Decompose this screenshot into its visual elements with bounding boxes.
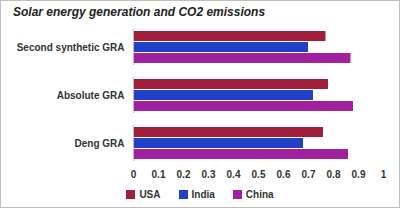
html-text:China: China [245, 188, 274, 200]
svg-text:0.8: 0.8 [327, 169, 341, 180]
svg-text:Second synthetic GRA: Second synthetic GRA [17, 42, 125, 53]
svg-text:0.2: 0.2 [177, 169, 191, 180]
html-text:USA: USA [139, 188, 161, 200]
svg-text:0.3: 0.3 [202, 169, 216, 180]
html-text:Solar energy generation and CO: Solar energy generation and CO2 emission… [13, 5, 266, 19]
svg-text:0.4: 0.4 [227, 169, 241, 180]
svg-text:0.1: 0.1 [152, 169, 166, 180]
svg-text:Absolute GRA: Absolute GRA [57, 90, 125, 101]
svg-text:1: 1 [381, 169, 387, 180]
svg-text:Deng GRA: Deng GRA [75, 138, 125, 149]
html-text:India: India [191, 188, 215, 200]
svg-text:0.9: 0.9 [352, 169, 366, 180]
svg-text:0.6: 0.6 [277, 169, 291, 180]
svg-text:0.7: 0.7 [302, 169, 316, 180]
svg-text:0.5: 0.5 [252, 169, 266, 180]
svg-text:0: 0 [131, 169, 137, 180]
